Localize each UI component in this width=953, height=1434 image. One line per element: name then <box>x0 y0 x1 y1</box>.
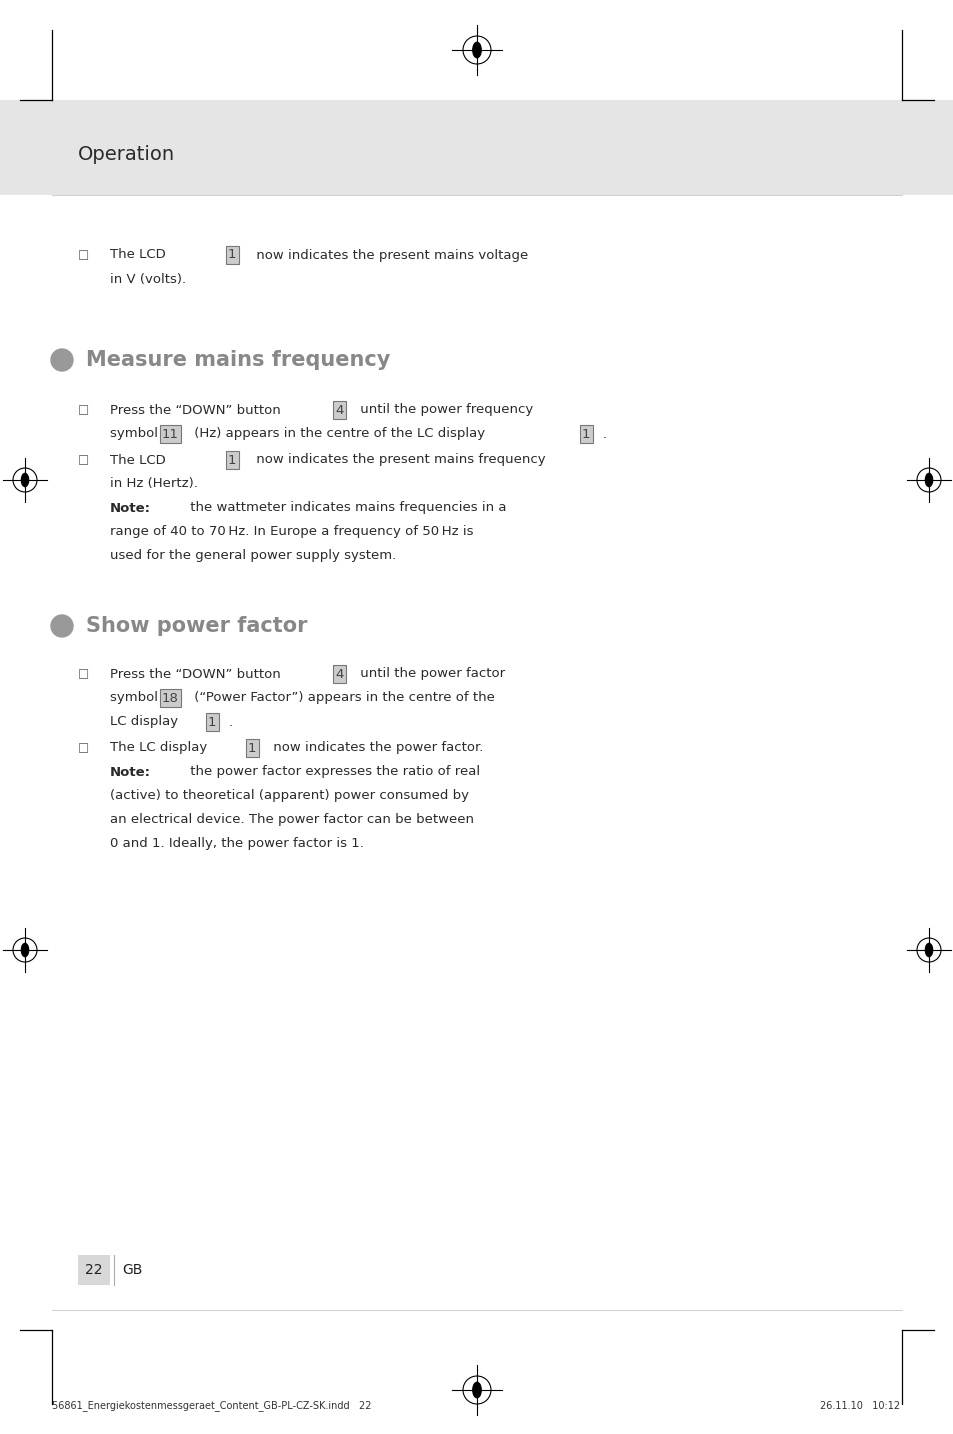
Text: Press the “DOWN” button: Press the “DOWN” button <box>110 403 285 416</box>
Text: symbol: symbol <box>110 427 162 440</box>
Text: □: □ <box>78 248 89 261</box>
Text: .: . <box>602 427 606 440</box>
Ellipse shape <box>473 1382 480 1398</box>
Ellipse shape <box>473 42 480 57</box>
Text: an electrical device. The power factor can be between: an electrical device. The power factor c… <box>110 813 474 826</box>
Text: The LCD: The LCD <box>110 248 170 261</box>
Text: □: □ <box>78 403 89 416</box>
Text: 26.11.10   10:12: 26.11.10 10:12 <box>819 1401 899 1411</box>
Text: 18: 18 <box>162 691 178 704</box>
Text: now indicates the power factor.: now indicates the power factor. <box>269 741 483 754</box>
Text: the power factor expresses the ratio of real: the power factor expresses the ratio of … <box>186 766 479 779</box>
Text: Note:: Note: <box>110 502 151 515</box>
Text: Note:: Note: <box>110 766 151 779</box>
Circle shape <box>51 615 73 637</box>
Text: symbol: symbol <box>110 691 162 704</box>
Text: LC display: LC display <box>110 716 182 728</box>
Text: 1: 1 <box>248 741 256 754</box>
Text: Measure mains frequency: Measure mains frequency <box>86 350 390 370</box>
Text: .: . <box>229 716 233 728</box>
Text: GB: GB <box>122 1263 142 1278</box>
Text: Operation: Operation <box>78 145 175 165</box>
Text: The LC display: The LC display <box>110 741 212 754</box>
Text: (Hz) appears in the centre of the LC display: (Hz) appears in the centre of the LC dis… <box>190 427 489 440</box>
Text: 0 and 1. Ideally, the power factor is 1.: 0 and 1. Ideally, the power factor is 1. <box>110 837 363 850</box>
Text: now indicates the present mains frequency: now indicates the present mains frequenc… <box>252 453 545 466</box>
Text: □: □ <box>78 453 89 466</box>
Text: in Hz (Hertz).: in Hz (Hertz). <box>110 478 197 490</box>
Ellipse shape <box>21 473 29 486</box>
Circle shape <box>51 348 73 371</box>
Text: 56861_Energiekostenmessgeraet_Content_GB-PL-CZ-SK.indd   22: 56861_Energiekostenmessgeraet_Content_GB… <box>52 1401 371 1411</box>
Text: Press the “DOWN” button: Press the “DOWN” button <box>110 667 285 681</box>
Text: 1: 1 <box>581 427 590 440</box>
Ellipse shape <box>924 944 932 956</box>
Text: (active) to theoretical (apparent) power consumed by: (active) to theoretical (apparent) power… <box>110 790 469 803</box>
Text: used for the general power supply system.: used for the general power supply system… <box>110 549 395 562</box>
Text: 4: 4 <box>335 403 343 416</box>
Text: 1: 1 <box>208 716 216 728</box>
Text: 22: 22 <box>85 1263 103 1278</box>
Ellipse shape <box>924 473 932 486</box>
Text: until the power frequency: until the power frequency <box>355 403 533 416</box>
Bar <box>78 1255 110 1285</box>
Ellipse shape <box>21 944 29 956</box>
Text: the wattmeter indicates mains frequencies in a: the wattmeter indicates mains frequencie… <box>186 502 506 515</box>
Text: in V (volts).: in V (volts). <box>110 272 186 285</box>
Text: □: □ <box>78 667 89 681</box>
Text: Show power factor: Show power factor <box>86 617 307 637</box>
Text: 1: 1 <box>228 453 236 466</box>
Bar <box>0 100 953 195</box>
Text: until the power factor: until the power factor <box>355 667 504 681</box>
Text: 1: 1 <box>228 248 236 261</box>
Text: The LCD: The LCD <box>110 453 170 466</box>
Text: now indicates the present mains voltage: now indicates the present mains voltage <box>252 248 528 261</box>
Text: range of 40 to 70 Hz. In Europe a frequency of 50 Hz is: range of 40 to 70 Hz. In Europe a freque… <box>110 525 473 539</box>
Text: 11: 11 <box>162 427 179 440</box>
Text: □: □ <box>78 741 89 754</box>
Text: 4: 4 <box>335 667 343 681</box>
Text: (“Power Factor”) appears in the centre of the: (“Power Factor”) appears in the centre o… <box>190 691 495 704</box>
